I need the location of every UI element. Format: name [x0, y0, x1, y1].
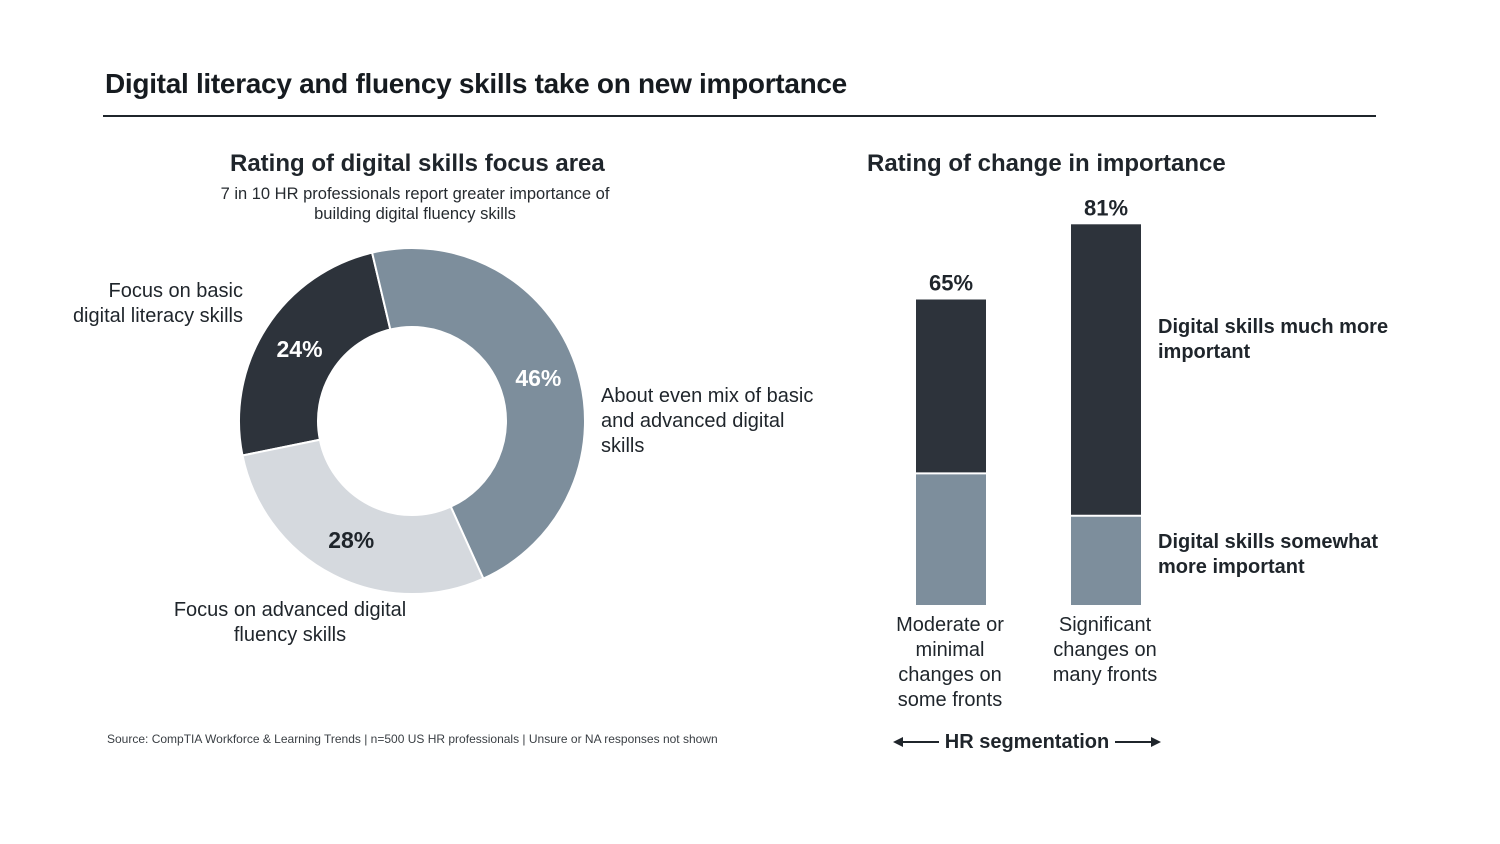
- donut-chart-title: Rating of digital skills focus area: [230, 150, 605, 177]
- bar-total-label: 81%: [1084, 195, 1128, 220]
- donut-value-advanced: 28%: [328, 527, 374, 553]
- donut-label-basic: Focus on basic digital literacy skills: [72, 280, 243, 327]
- bar-total-label: 65%: [929, 271, 973, 296]
- donut-chart-subtitle: 7 in 10 HR professionals report greater …: [220, 185, 610, 223]
- bar-category-label: Significant changes on many fronts: [1052, 614, 1158, 686]
- legend-somewhat-more-important: Digital skills somewhat more important: [1158, 531, 1379, 578]
- donut-value-basic: 24%: [276, 336, 322, 362]
- title-divider: [103, 115, 1376, 117]
- bar-segment-much: [1071, 224, 1141, 516]
- page-title: Digital literacy and fluency skills take…: [105, 68, 847, 99]
- arrow-right-icon: [1115, 737, 1161, 747]
- donut-label-mix: About even mix of basic and advanced dig…: [601, 385, 814, 457]
- legend-much-more-important: Digital skills much more important: [1158, 316, 1389, 363]
- bar-segment-somewhat: [916, 473, 986, 605]
- donut-slice-mix: [370, 247, 586, 580]
- bar-segment-somewhat: [1071, 515, 1141, 605]
- source-note: Source: CompTIA Workforce & Learning Tre…: [107, 732, 718, 746]
- arrow-left-icon: [893, 737, 939, 747]
- bar-category-label: Moderate or minimal changes on some fron…: [896, 614, 1004, 711]
- bar-segment-much: [916, 299, 986, 474]
- donut-label-advanced: Focus on advanced digital fluency skills: [173, 599, 407, 646]
- donut-slice-advanced: [241, 438, 485, 595]
- donut-slice-basic: [238, 251, 392, 457]
- bar-chart-title: Rating of change in importance: [867, 150, 1226, 177]
- segmentation-axis: HR segmentation: [893, 729, 1161, 755]
- donut-value-mix: 46%: [515, 365, 561, 391]
- donut-chart: 24% 46% 28%: [238, 247, 586, 595]
- segmentation-label: HR segmentation: [944, 730, 1110, 753]
